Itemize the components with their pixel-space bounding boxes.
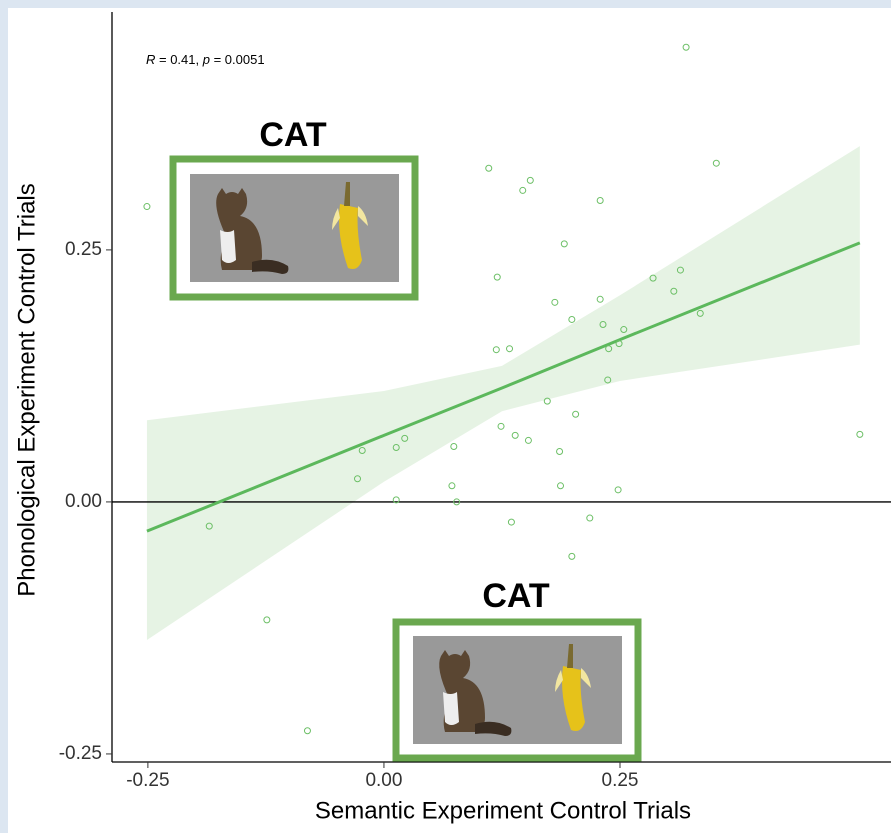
point: [303, 727, 311, 735]
point: [506, 345, 514, 353]
point: [354, 475, 362, 483]
point: [605, 345, 613, 353]
y-tick-label: 0.00: [65, 491, 102, 512]
inset: CAT: [169, 116, 419, 301]
point: [392, 496, 400, 504]
point: [507, 518, 515, 526]
point: [712, 159, 720, 167]
point: [676, 266, 684, 274]
point: [599, 321, 607, 328]
point: [450, 442, 458, 450]
point: [596, 197, 604, 205]
point: [670, 287, 678, 295]
fit-line: [146, 241, 861, 533]
point: [556, 448, 564, 456]
point: [401, 434, 409, 442]
point: [453, 498, 461, 506]
point: [392, 443, 400, 451]
y-axis-title: Phonological Experiment Control Trials: [13, 183, 40, 597]
point: [856, 430, 864, 438]
point: [511, 431, 519, 439]
point: [615, 340, 623, 348]
stat-value: = 0.0051: [210, 52, 265, 67]
point: [519, 186, 527, 194]
point: [497, 422, 505, 430]
inset-label: CAT: [482, 577, 550, 615]
stat-symbol: p: [202, 52, 210, 67]
point: [572, 410, 580, 418]
point: [448, 482, 456, 490]
point: [614, 486, 622, 494]
point: [551, 298, 559, 306]
point: [557, 482, 565, 490]
annotation: R = 0.41, p = 0.0051: [146, 52, 265, 67]
y-tick-label: 0.25: [65, 239, 102, 260]
point: [485, 164, 493, 172]
point: [568, 315, 576, 323]
point: [358, 447, 366, 455]
point: [524, 436, 532, 444]
point: [604, 376, 612, 384]
stat-symbol: R: [146, 52, 155, 67]
point: [492, 346, 500, 354]
x-tick-label: -0.25: [126, 770, 169, 791]
point: [543, 397, 551, 405]
y-tick-label: -0.25: [59, 743, 102, 764]
point: [205, 522, 213, 530]
inset-image: [413, 636, 622, 744]
point: [560, 240, 568, 248]
point: [526, 176, 534, 184]
inset-label: CAT: [259, 116, 327, 154]
point: [493, 273, 501, 281]
plot-area: [112, 43, 891, 735]
stat-value: = 0.41,: [155, 52, 202, 67]
point: [620, 326, 628, 334]
inset-image: [190, 174, 399, 282]
point: [596, 295, 604, 303]
point: [696, 309, 704, 317]
inset: CAT: [392, 577, 642, 762]
point: [143, 203, 151, 211]
point: [586, 514, 594, 522]
point: [263, 616, 271, 624]
confidence-band: [146, 146, 860, 641]
point: [568, 552, 576, 560]
x-tick-label: 0.00: [365, 770, 402, 791]
x-axis-title: Semantic Experiment Control Trials: [315, 797, 691, 824]
x-tick-label: 0.25: [602, 770, 639, 791]
point: [649, 274, 657, 282]
point: [682, 43, 690, 51]
